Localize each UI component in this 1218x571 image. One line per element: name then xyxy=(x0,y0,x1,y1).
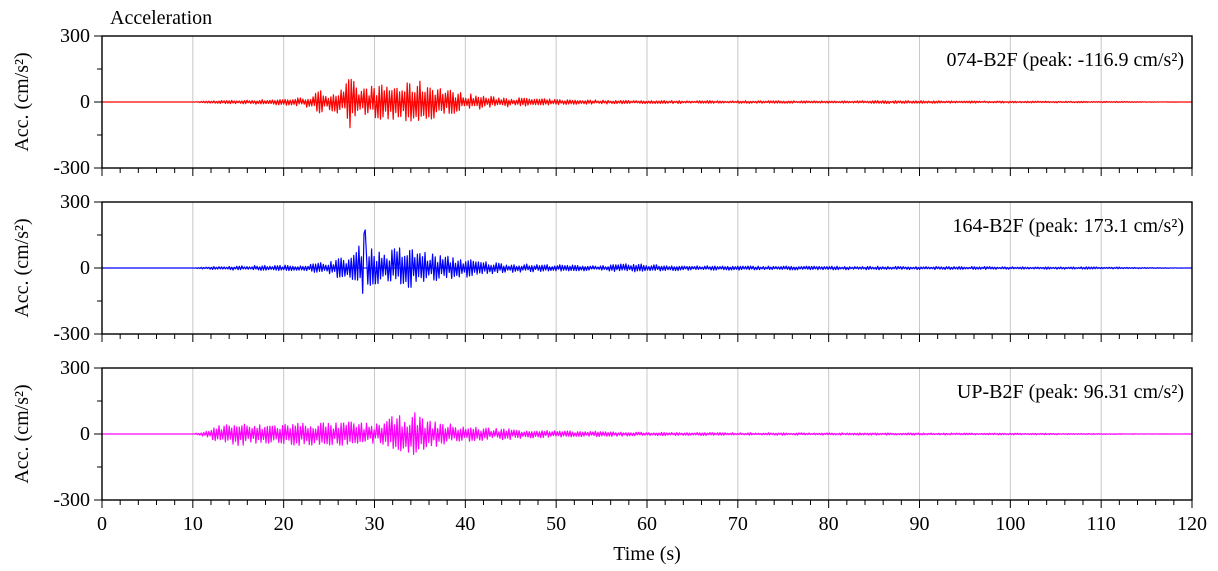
panel-3: 300 0 -300 Acc. (cm/s²) UP-B2F (peak: 96.31 … xyxy=(11,357,1193,511)
y-axis-label: Acc. (cm/s²) xyxy=(11,218,33,317)
x-tick-label: 80 xyxy=(819,513,839,535)
y-axis-label: Acc. (cm/s²) xyxy=(11,384,33,483)
x-tick-label: 70 xyxy=(728,513,748,535)
x-tick-label: 0 xyxy=(97,513,107,535)
peak-annotation: UP-B2F (peak: 96.31 cm/s²) xyxy=(957,381,1184,403)
panel-1: 300 0 -300 Acc. (cm/s²) 074-B2F (peak: -116.… xyxy=(11,25,1193,179)
y-tick-label: 300 xyxy=(60,357,90,379)
x-tick-label: 30 xyxy=(365,513,385,535)
panel-2: 300 0 -300 Acc. (cm/s²) 164-B2F (peak: 173.1… xyxy=(11,191,1193,345)
y-axis-label: Acc. (cm/s²) xyxy=(11,52,33,151)
figure-title: Acceleration xyxy=(110,7,212,29)
waveform-line xyxy=(102,412,1192,455)
y-tick-label: -300 xyxy=(53,489,90,511)
x-tick-label: 40 xyxy=(455,513,475,535)
y-tick-label: 0 xyxy=(80,423,90,445)
x-tick-label: 100 xyxy=(995,513,1025,535)
x-tick-label: 60 xyxy=(637,513,657,535)
waveform-line xyxy=(102,78,1192,129)
y-tick-label: -300 xyxy=(53,157,90,179)
y-tick-label: 0 xyxy=(80,91,90,113)
x-tick-label: 10 xyxy=(183,513,203,535)
peak-annotation: 164-B2F (peak: 173.1 cm/s²) xyxy=(952,215,1184,237)
x-tick-label: 110 xyxy=(1087,513,1116,535)
y-tick-label: 300 xyxy=(60,191,90,213)
x-tick-label: 50 xyxy=(546,513,566,535)
y-tick-label: 0 xyxy=(80,257,90,279)
y-tick-label: -300 xyxy=(53,323,90,345)
y-tick-label: 300 xyxy=(60,25,90,47)
x-axis-label: Time (s) xyxy=(613,543,681,565)
x-tick-label: 90 xyxy=(910,513,930,535)
waveform-line xyxy=(102,229,1192,294)
x-tick-label: 120 xyxy=(1177,513,1207,535)
x-tick-label: 20 xyxy=(274,513,294,535)
peak-annotation: 074-B2F (peak: -116.9 cm/s²) xyxy=(947,49,1184,71)
